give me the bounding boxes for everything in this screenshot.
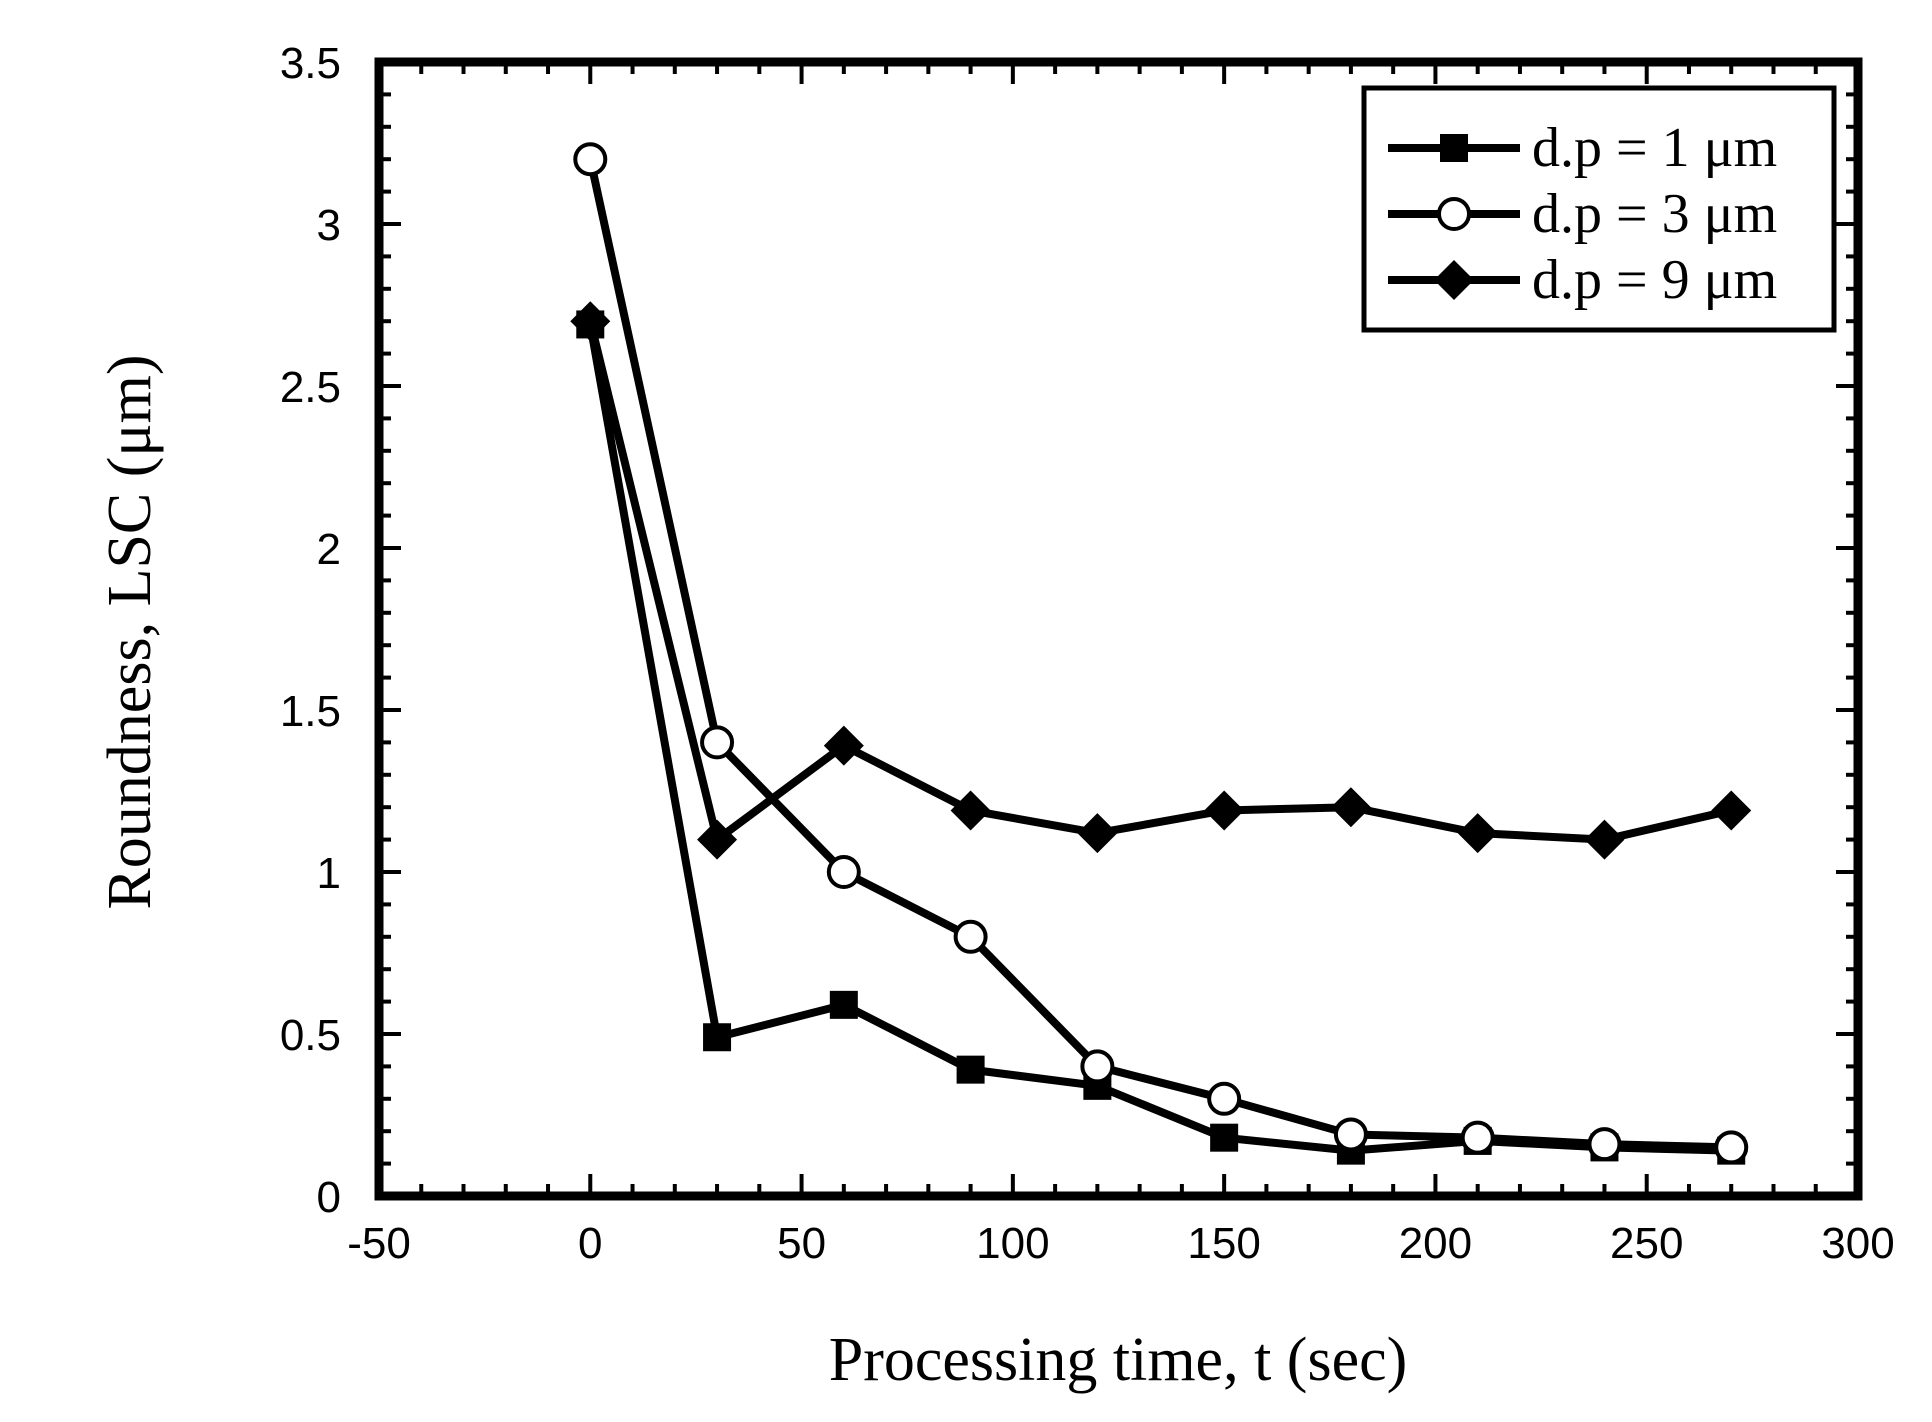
data-point: [570, 301, 611, 342]
series-line: [586, 323, 1732, 1155]
data-point: [823, 725, 864, 766]
series-2: [573, 142, 1749, 1165]
legend-item: d.p = 3 μm: [1388, 183, 1777, 245]
data-point: [1207, 1081, 1242, 1116]
series-line: [586, 158, 1732, 1152]
plot-frame: [374, 57, 1863, 1201]
data-point: [697, 819, 738, 860]
data-point: [703, 1023, 732, 1052]
data-point: [573, 142, 608, 177]
data-point: [950, 790, 991, 831]
data-point: [829, 990, 858, 1019]
x-tick-label: 200: [1399, 1219, 1472, 1268]
data-point: [1584, 819, 1625, 860]
legend-marker: [1440, 134, 1468, 162]
y-tick-label: 2.5: [280, 363, 341, 412]
y-tick-label: 3: [317, 201, 341, 250]
data-point: [956, 1055, 985, 1084]
data-point: [1711, 790, 1752, 831]
data-point: [1210, 1123, 1239, 1152]
legend-marker: [1434, 260, 1474, 300]
x-tick-label: 100: [976, 1219, 1049, 1268]
x-tick-label: -50: [347, 1219, 411, 1268]
data-point: [1333, 1117, 1368, 1152]
legend-item: d.p = 9 μm: [1388, 249, 1777, 311]
legend: d.p = 1 μmd.p = 3 μmd.p = 9 μm: [1361, 85, 1837, 333]
plot-series: [570, 142, 1752, 1165]
y-tick-label: 0.5: [280, 1011, 341, 1060]
data-point: [1330, 787, 1371, 828]
data-point: [826, 855, 861, 889]
x-tick-label: 0: [578, 1219, 602, 1268]
y-tick-label: 0: [317, 1173, 341, 1222]
legend-marker: [1437, 197, 1471, 231]
y-axis-title: Roundness, LSC (μm): [96, 354, 164, 909]
x-tick-label: 250: [1610, 1219, 1683, 1268]
data-point: [1204, 790, 1245, 831]
legend-label: d.p = 1 μm: [1532, 117, 1777, 179]
data-point: [1714, 1130, 1749, 1165]
y-tick-label: 1.5: [280, 687, 341, 736]
legend-label: d.p = 9 μm: [1532, 249, 1777, 311]
x-tick-label: 50: [777, 1219, 826, 1268]
y-tick-label: 1: [317, 849, 341, 898]
data-point: [1080, 1049, 1115, 1084]
data-point: [1457, 813, 1498, 854]
x-tick-label: 300: [1821, 1219, 1894, 1268]
x-tick-label: 150: [1187, 1219, 1260, 1268]
legend-item: d.p = 1 μm: [1388, 117, 1777, 179]
series-line: [586, 320, 1733, 844]
data-point: [1587, 1127, 1622, 1162]
data-point: [1460, 1120, 1495, 1155]
data-point: [953, 919, 988, 954]
series-3: [570, 301, 1752, 860]
series-1: [576, 310, 1746, 1165]
data-point: [1077, 813, 1118, 854]
y-tick-label: 3.5: [280, 39, 341, 88]
x-axis-title: Processing time, t (sec): [829, 1326, 1408, 1394]
y-tick-label: 2: [317, 525, 341, 574]
data-point: [700, 725, 735, 760]
legend-label: d.p = 3 μm: [1532, 183, 1777, 245]
